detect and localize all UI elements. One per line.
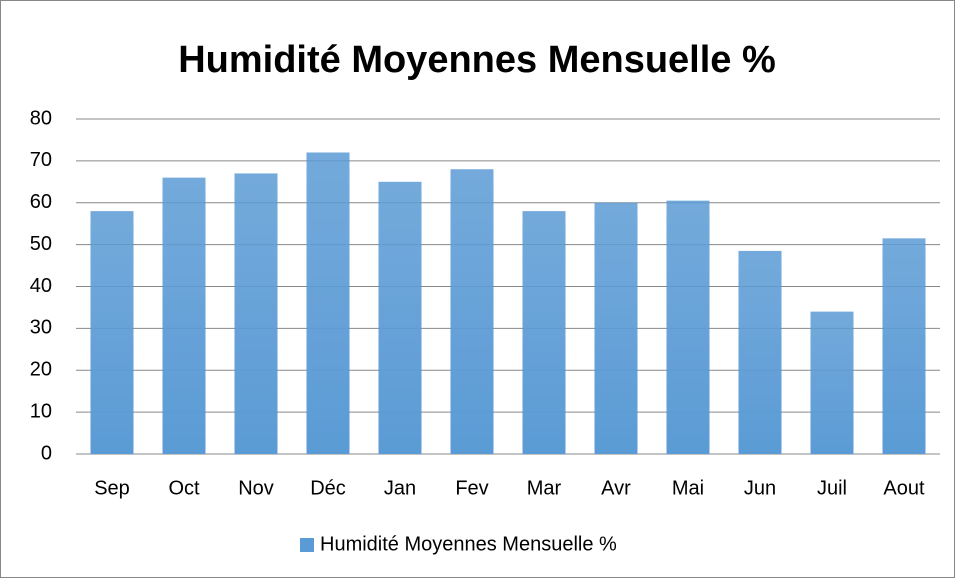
bar (810, 311, 854, 454)
y-tick-label: 20 (30, 359, 52, 381)
y-tick-label: 50 (30, 233, 52, 255)
x-tick-label: Oct (168, 477, 200, 499)
x-tick-label: Jan (384, 477, 416, 499)
bar (234, 173, 278, 454)
bar (666, 200, 710, 454)
bar (882, 238, 926, 454)
bar (738, 250, 782, 454)
legend-label: Humidité Moyennes Mensuelle % (320, 533, 617, 555)
legend-swatch (300, 538, 314, 552)
bar (522, 211, 566, 454)
bar (450, 169, 494, 454)
x-tick-label: Sep (94, 477, 130, 499)
bar (90, 211, 134, 454)
bar (594, 202, 638, 454)
y-tick-label: 60 (30, 191, 52, 213)
x-tick-label: Mar (527, 477, 562, 499)
x-tick-label: Aout (883, 477, 925, 499)
x-tick-label: Nov (238, 477, 274, 499)
x-tick-label: Jun (744, 477, 776, 499)
x-tick-label: Juil (817, 477, 847, 499)
bar (378, 181, 422, 454)
y-tick-label: 70 (30, 149, 52, 171)
y-tick-label: 0 (41, 442, 52, 464)
y-tick-label: 30 (30, 317, 52, 339)
chart-title: Humidité Moyennes Mensuelle % (178, 39, 776, 81)
x-tick-label: Mai (672, 477, 704, 499)
bar (306, 152, 350, 454)
bar (162, 177, 206, 454)
y-tick-label: 10 (30, 400, 52, 422)
x-tick-label: Avr (601, 477, 631, 499)
x-tick-label: Déc (310, 477, 346, 499)
y-tick-label: 40 (30, 275, 52, 297)
y-tick-label: 80 (30, 107, 52, 129)
x-tick-label: Fev (455, 477, 488, 499)
